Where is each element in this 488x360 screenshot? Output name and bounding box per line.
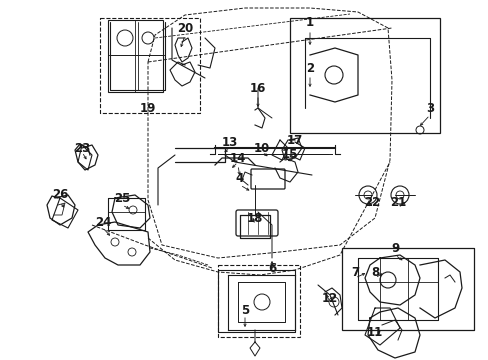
- Text: 4: 4: [235, 171, 244, 184]
- Bar: [289, 18, 439, 133]
- Bar: [218, 265, 299, 337]
- Text: 6: 6: [267, 261, 276, 274]
- Text: 18: 18: [246, 211, 263, 225]
- Text: 13: 13: [222, 135, 238, 148]
- Text: 22: 22: [363, 195, 379, 208]
- Text: 25: 25: [114, 192, 130, 204]
- Text: 9: 9: [390, 242, 398, 255]
- Text: 23: 23: [74, 141, 90, 154]
- Text: 3: 3: [425, 102, 433, 114]
- Bar: [341, 248, 473, 330]
- Text: 26: 26: [52, 189, 68, 202]
- Text: 20: 20: [177, 22, 193, 35]
- Bar: [108, 20, 163, 92]
- Text: 19: 19: [140, 102, 156, 114]
- Text: 8: 8: [370, 266, 378, 279]
- Text: 12: 12: [321, 292, 337, 305]
- Text: 14: 14: [229, 152, 245, 165]
- Text: 24: 24: [95, 216, 111, 229]
- Text: 11: 11: [366, 325, 382, 338]
- Text: 16: 16: [249, 81, 265, 94]
- Text: 7: 7: [350, 266, 358, 279]
- Text: 2: 2: [305, 62, 313, 75]
- Text: 10: 10: [253, 141, 269, 154]
- Text: 1: 1: [305, 15, 313, 28]
- Text: 15: 15: [281, 148, 298, 162]
- Bar: [100, 18, 200, 113]
- Text: 5: 5: [241, 303, 248, 316]
- Text: 17: 17: [286, 134, 303, 147]
- Text: 21: 21: [389, 195, 406, 208]
